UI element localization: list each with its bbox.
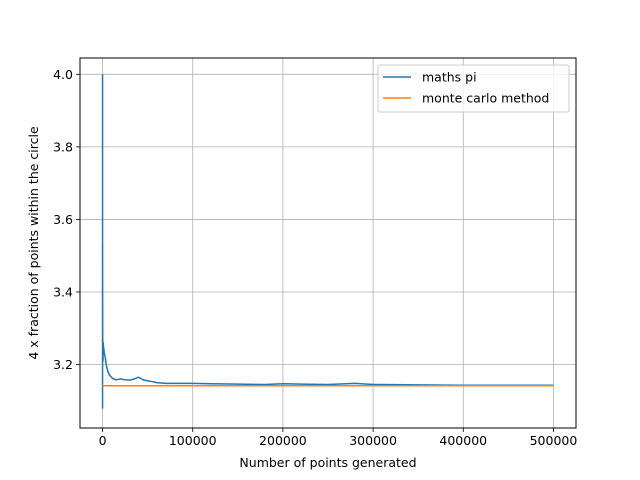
y-tick-label: 3.8: [53, 139, 73, 154]
x-axis: 0 100000 200000 300000 400000 500000: [99, 428, 578, 448]
x-tick-label: 100000: [169, 433, 217, 448]
x-tick-label: 500000: [530, 433, 578, 448]
y-tick-label: 3.6: [53, 212, 73, 227]
legend: maths pi monte carlo method: [377, 64, 570, 113]
plot-frame: [79, 57, 577, 429]
x-tick-label: 300000: [349, 433, 397, 448]
x-tick-label: 0: [99, 433, 107, 448]
legend-box: [377, 64, 570, 113]
x-tick-label: 400000: [439, 433, 487, 448]
y-axis-label: 4 x fraction of points within the circle: [26, 126, 41, 360]
x-tick-label: 200000: [259, 433, 307, 448]
series-line-maths-pi: [101, 74, 554, 409]
x-axis-label: Number of points generated: [239, 455, 416, 470]
series-layer: [101, 74, 554, 409]
y-tick-label: 3.2: [53, 357, 73, 372]
y-axis: 3.2 3.4 3.6 3.8 4.0: [53, 67, 80, 372]
legend-label-monte-carlo-method: monte carlo method: [422, 91, 549, 106]
y-tick-label: 4.0: [53, 67, 73, 82]
y-tick-label: 3.4: [53, 284, 73, 299]
legend-label-maths-pi: maths pi: [422, 70, 477, 85]
